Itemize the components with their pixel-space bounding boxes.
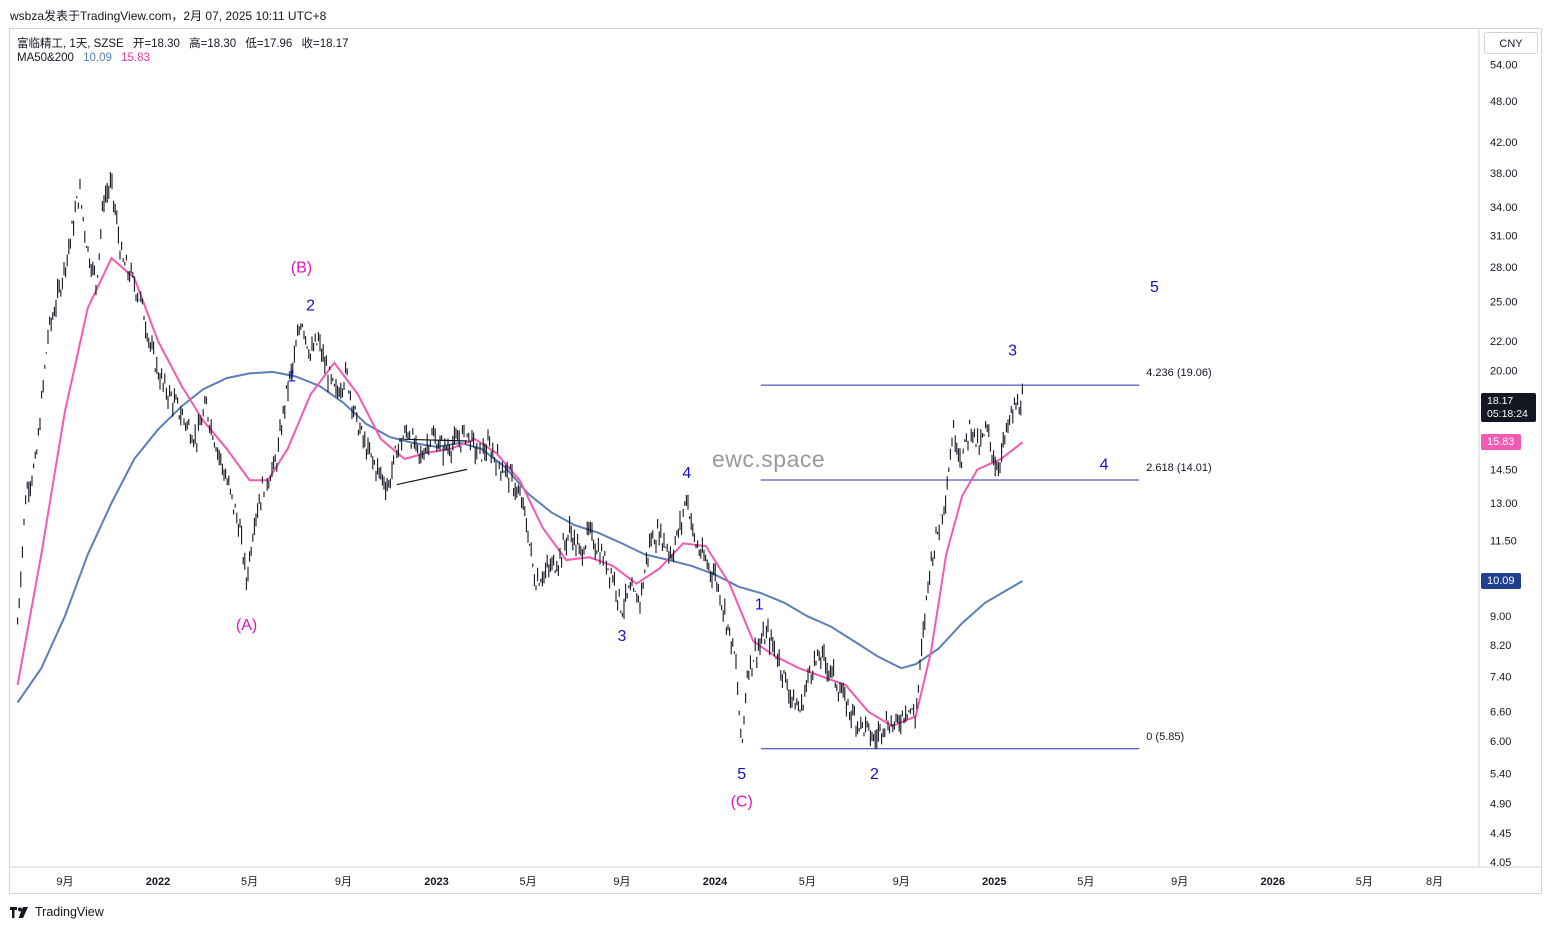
x-tick-label: 2024 xyxy=(703,876,728,888)
footer[interactable]: TradingView xyxy=(10,905,104,919)
fib-level-label: 2.618 (14.01) xyxy=(1146,462,1211,474)
bar-countdown: 05:18:24 xyxy=(1487,408,1528,420)
wave-label: 5 xyxy=(1150,279,1159,296)
y-tick-label: 11.50 xyxy=(1490,536,1517,548)
x-tick-label: 5月 xyxy=(1356,876,1373,888)
y-tick-label: 20.00 xyxy=(1490,365,1518,377)
y-tick-label: 22.00 xyxy=(1490,336,1518,348)
fib-level-label: 4.236 (19.06) xyxy=(1146,367,1211,379)
y-tick-label: 14.50 xyxy=(1490,464,1518,476)
wave-label: (B) xyxy=(291,259,312,276)
y-tick-label: 42.00 xyxy=(1490,137,1518,149)
y-tick-label: 31.00 xyxy=(1490,230,1518,242)
y-tick-label: 34.00 xyxy=(1490,202,1518,214)
symbol-legend: 富临精工, 1天, SZSE 开=18.30 高=18.30 低=17.96 收… xyxy=(17,35,355,51)
symbol-name[interactable]: 富临精工, 1天, SZSE xyxy=(17,38,124,50)
y-tick-label: 7.40 xyxy=(1490,671,1511,683)
x-tick-label: 5月 xyxy=(241,876,258,888)
high-value: 高=18.30 xyxy=(189,38,237,50)
x-tick-label: 5月 xyxy=(1077,876,1094,888)
y-tick-label: 4.90 xyxy=(1490,798,1511,810)
indicator-legend[interactable]: MA50&200 10.09 15.83 xyxy=(17,52,150,64)
wave-label: 5 xyxy=(737,766,746,783)
y-tick-label: 8.20 xyxy=(1490,640,1511,652)
x-tick-label: 2026 xyxy=(1261,876,1285,888)
wave-label: 3 xyxy=(617,628,626,645)
open-value: 开=18.30 xyxy=(132,38,180,50)
x-tick-label: 8月 xyxy=(1426,876,1443,888)
wave-label: 1 xyxy=(755,596,764,613)
low-value: 低=17.96 xyxy=(245,38,293,50)
x-tick-label: 2023 xyxy=(424,876,448,888)
wave-label: (A) xyxy=(236,617,257,634)
y-tick-label: 54.00 xyxy=(1490,60,1518,72)
y-tick-label: 48.00 xyxy=(1490,96,1518,108)
y-tick-label: 6.60 xyxy=(1490,707,1511,719)
y-tick-label: 5.40 xyxy=(1490,768,1511,780)
last-price-label: 18.17 05:18:24 xyxy=(1481,393,1536,422)
wave-label: 2 xyxy=(306,297,315,314)
x-tick-label: 2025 xyxy=(982,876,1006,888)
publisher-line: wsbza发表于TradingView.com，2月 07, 2025 10:1… xyxy=(10,9,327,23)
x-tick-label: 5月 xyxy=(799,876,816,888)
wave-label: (C) xyxy=(731,794,753,811)
indicator-name: MA50&200 xyxy=(17,52,74,64)
y-tick-label: 38.00 xyxy=(1490,168,1518,180)
wave-label: 2 xyxy=(870,766,879,783)
currency-button[interactable]: CNY xyxy=(1484,32,1538,54)
ma200-line xyxy=(16,370,1024,704)
y-tick-label: 4.05 xyxy=(1490,857,1511,869)
x-tick-label: 9月 xyxy=(1171,876,1188,888)
footer-brand: TradingView xyxy=(35,905,104,919)
y-tick-label: 9.00 xyxy=(1490,611,1511,623)
triangle-trendline xyxy=(396,438,468,442)
wave-label: 1 xyxy=(287,368,296,385)
x-tick-label: 5月 xyxy=(519,876,536,888)
wave-label: 4 xyxy=(1100,456,1109,473)
x-tick-label: 9月 xyxy=(56,876,73,888)
ma50-price-tag: 15.83 xyxy=(1481,434,1521,451)
fib-level-label: 0 (5.85) xyxy=(1146,731,1184,743)
ma200-legend-value: 10.09 xyxy=(83,52,112,64)
y-tick-label: 25.00 xyxy=(1490,297,1518,309)
last-price: 18.17 xyxy=(1487,395,1514,407)
y-tick-label: 13.00 xyxy=(1490,498,1518,510)
triangle-trendline xyxy=(396,468,468,486)
wave-label: 4 xyxy=(682,465,691,482)
x-tick-label: 9月 xyxy=(893,876,910,888)
y-tick-label: 6.00 xyxy=(1490,736,1511,748)
x-tick-label: 9月 xyxy=(613,876,630,888)
chart-frame xyxy=(9,28,1542,894)
ma50-legend-value: 15.83 xyxy=(121,52,150,64)
close-value: 收=18.17 xyxy=(301,38,349,50)
price-bars xyxy=(17,172,1023,749)
y-tick-label: 4.45 xyxy=(1490,828,1511,840)
y-tick-label: 28.00 xyxy=(1490,262,1518,274)
tradingview-logo-icon xyxy=(10,906,28,918)
ma200-price-tag: 10.09 xyxy=(1481,572,1521,589)
ma50-line xyxy=(16,256,1024,728)
x-tick-label: 9月 xyxy=(335,876,352,888)
x-tick-label: 2022 xyxy=(146,876,170,888)
watermark-text: ewc.space xyxy=(712,446,826,472)
wave-label: 3 xyxy=(1008,342,1017,359)
